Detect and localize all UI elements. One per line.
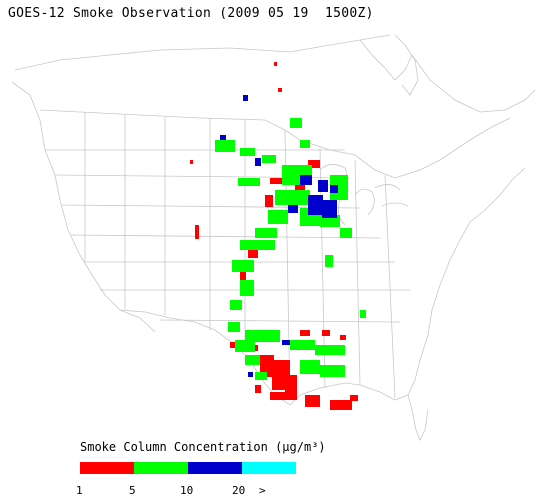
smoke-green-patch [240, 280, 254, 296]
legend-tick-1: 1 [76, 484, 83, 497]
smoke-green-patch [300, 140, 310, 148]
east-coast [419, 167, 526, 361]
smoke-green-patch [245, 355, 260, 365]
canada-north [14, 34, 391, 71]
smoke-red-patch [248, 248, 258, 258]
smoke-green-patch [330, 175, 348, 200]
state-lines-v9 [384, 174, 396, 399]
legend-tick-10: 10 [180, 484, 194, 497]
smoke-blue-patch [330, 185, 338, 193]
gulf-coast [289, 359, 421, 406]
smoke-blue-patch [288, 205, 298, 213]
smoke-green-patch [228, 322, 240, 332]
legend-tick-overflow: > [259, 484, 266, 497]
smoke-green-patch [360, 310, 366, 318]
smoke-green-patch [232, 260, 254, 272]
smoke-red-patch [260, 355, 274, 377]
smoke-blue-patches [220, 95, 338, 377]
smoke-green-patch [268, 210, 288, 224]
hudson-bay [359, 39, 413, 81]
smoke-green-patch [255, 228, 277, 238]
state-lines-h7 [159, 319, 401, 323]
smoke-green-patch [315, 345, 345, 355]
smoke-blue-patch [300, 175, 312, 185]
smoke-blue-patch [308, 195, 323, 215]
legend-title: Smoke Column Concentration (µg/m³) [80, 440, 326, 454]
legend-swatch-3 [188, 462, 242, 474]
smoke-green-patch [262, 155, 276, 163]
smoke-red-patch [308, 160, 320, 168]
us-mexico-border [119, 309, 291, 406]
smoke-blue-patch [243, 95, 248, 101]
map-title: GOES-12 Smoke Observation (2009 05 19 15… [8, 6, 374, 21]
smoke-red-patch [195, 225, 199, 239]
state-lines-h4 [69, 234, 381, 239]
state-and-country-boundaries [11, 34, 536, 441]
legend-colorbar [80, 462, 296, 474]
legend-tick-20: 20 [232, 484, 246, 497]
smoke-green-patch [320, 365, 345, 377]
smoke-green-patch [245, 330, 280, 342]
legend-swatch-2 [134, 462, 188, 474]
smoke-green-patch [215, 140, 235, 152]
smoke-green-patch [325, 255, 333, 267]
smoke-red-patch [240, 270, 246, 280]
smoke-red-patch [265, 195, 273, 207]
us-canada-border [39, 109, 511, 179]
smoke-red-patch [274, 62, 277, 66]
smoke-green-patch [290, 340, 315, 350]
state-lines-v8 [354, 159, 361, 386]
smoke-red-patch [278, 88, 282, 92]
smoke-green-patch [255, 372, 267, 380]
smoke-blue-patch [220, 135, 226, 140]
us-west-coast [11, 81, 156, 333]
smoke-red-patch [300, 330, 310, 336]
smoke-red-patch [322, 330, 330, 336]
smoke-green-patch [300, 360, 320, 374]
smoke-green-patch [290, 118, 302, 128]
smoke-red-patch [270, 178, 282, 184]
smoke-red-patch [190, 160, 193, 164]
legend-tick-5: 5 [129, 484, 136, 497]
smoke-blue-patch [255, 158, 261, 166]
smoke-green-patch [275, 190, 310, 205]
greenland-edge [394, 34, 419, 96]
smoke-red-patch [255, 385, 261, 393]
florida [407, 394, 429, 441]
legend-swatch-4 [242, 462, 296, 474]
smoke-blue-patch [282, 340, 290, 345]
smoke-green-patch [230, 300, 242, 310]
legend-swatch-1 [80, 462, 134, 474]
smoke-blue-patch [322, 200, 337, 218]
smoke-red-patch [340, 335, 346, 340]
smoke-green-patch [240, 148, 255, 156]
smoke-red-patch [330, 400, 352, 410]
smoke-blue-patch [318, 180, 328, 192]
smoke-blue-patch [248, 372, 253, 377]
smoke-green-patches [215, 118, 366, 380]
smoke-green-patch [340, 228, 352, 238]
smoke-green-patch [235, 340, 255, 352]
smoke-red-patch [305, 395, 320, 407]
smoke-red-patch [270, 392, 290, 400]
smoke-green-patch [240, 240, 275, 250]
smoke-red-patch [230, 342, 238, 348]
smoke-green-patch [238, 178, 260, 186]
quebec-labrador [411, 54, 536, 113]
smoke-red-patch [350, 395, 358, 401]
